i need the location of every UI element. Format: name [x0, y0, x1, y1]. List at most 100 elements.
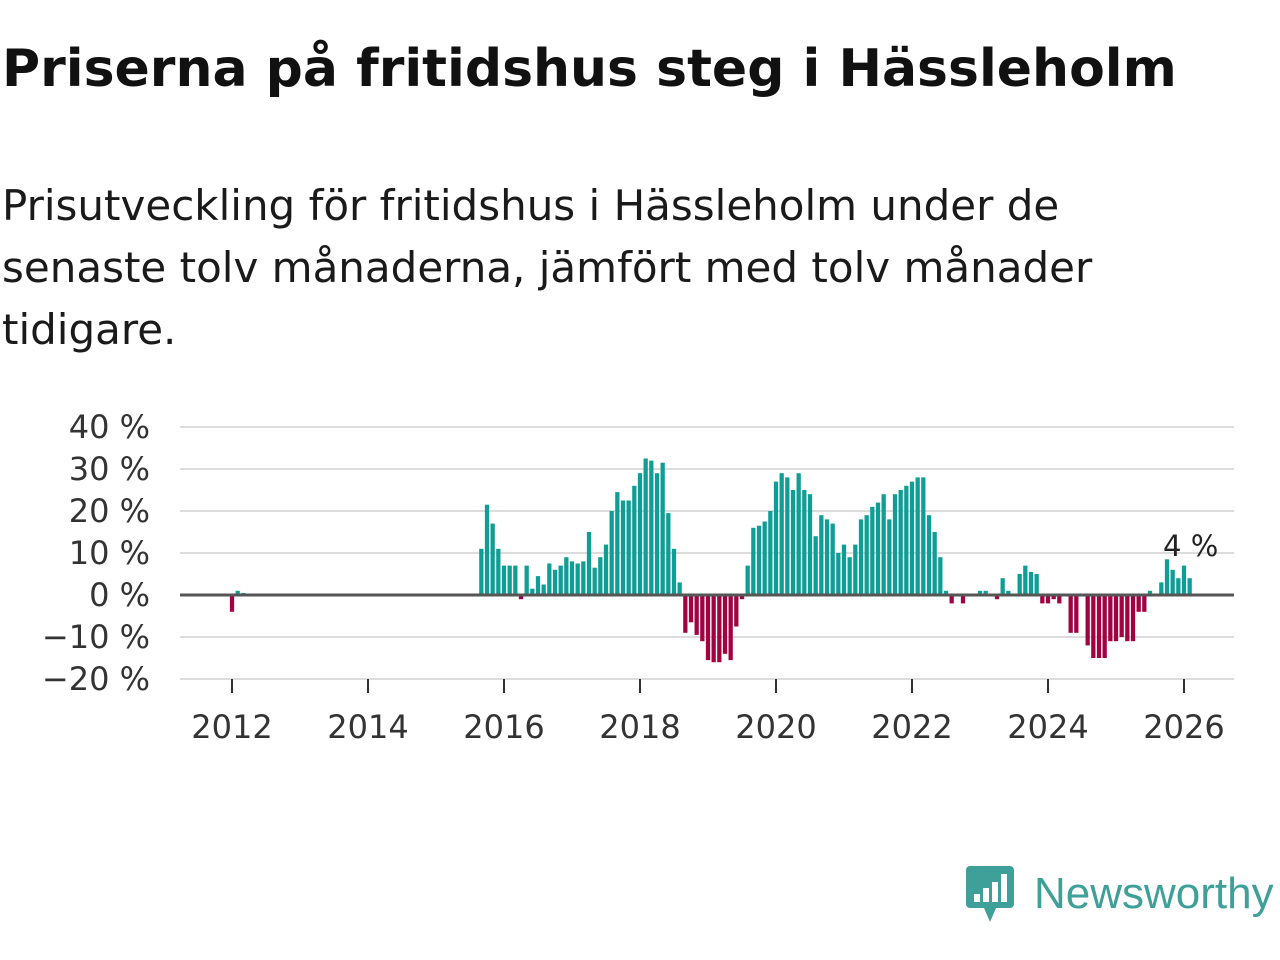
- bar: [841, 544, 847, 595]
- brand-logo: Newsworthy: [964, 864, 1274, 924]
- bar: [643, 458, 648, 595]
- bar: [887, 519, 892, 595]
- bar: [1102, 595, 1107, 658]
- bar: [1159, 582, 1164, 595]
- bar: [728, 595, 733, 661]
- bar: [683, 595, 688, 633]
- bar: [586, 532, 592, 595]
- bar: [1045, 595, 1051, 604]
- bar: [819, 515, 824, 595]
- x-tick-label: 2022: [871, 708, 952, 746]
- bar: [870, 506, 875, 595]
- bar: [756, 525, 762, 595]
- bar: [892, 494, 898, 595]
- bar: [994, 595, 1000, 600]
- bar: [1074, 595, 1079, 633]
- bar: [824, 519, 830, 595]
- x-tick-label: 2016: [463, 708, 544, 746]
- x-tick-label: 2018: [599, 708, 680, 746]
- bar: [858, 519, 864, 595]
- bar: [949, 595, 954, 604]
- bar: [751, 527, 756, 595]
- bars: [229, 458, 1192, 663]
- bar: [836, 553, 841, 595]
- bar: [575, 563, 580, 595]
- bar: [1125, 595, 1130, 642]
- bar: [1164, 559, 1170, 595]
- bar: [513, 565, 518, 595]
- bar: [694, 595, 699, 635]
- bar: [1176, 578, 1181, 595]
- bar: [1108, 595, 1113, 642]
- bar: [1119, 595, 1124, 637]
- bar: [569, 561, 575, 595]
- x-tick-label: 2024: [1007, 708, 1088, 746]
- bar: [983, 590, 988, 595]
- bar: [518, 595, 524, 600]
- bar: [739, 595, 745, 600]
- bar: [802, 490, 807, 595]
- bar: [864, 515, 869, 595]
- bar: [229, 595, 235, 612]
- bar: [796, 473, 801, 595]
- bar: [484, 504, 490, 595]
- x-tick-label: 2020: [735, 708, 816, 746]
- chart-subtitle: Prisutveckling för fritidshus i Hässleho…: [2, 181, 1093, 354]
- bar: [592, 567, 597, 595]
- bar: [1040, 595, 1045, 604]
- bar: [1017, 574, 1022, 595]
- annotations: 4 %: [1163, 529, 1218, 563]
- bar: [977, 590, 983, 595]
- bar: [1023, 565, 1028, 595]
- bar: [620, 500, 626, 595]
- bar: [932, 532, 937, 595]
- bar: [734, 595, 739, 627]
- bar: [779, 473, 784, 595]
- bar: [898, 490, 903, 595]
- bar: [1136, 595, 1141, 612]
- bar: [501, 565, 507, 595]
- bar: [1068, 595, 1073, 633]
- bar: [1006, 590, 1011, 595]
- bar: [626, 500, 631, 595]
- bar: [654, 473, 660, 595]
- y-tick-label: 0 %: [89, 576, 150, 614]
- bar: [1085, 595, 1090, 646]
- newsworthy-logo-icon: [966, 866, 1014, 922]
- bar: [1051, 595, 1056, 600]
- y-tick-label: 20 %: [69, 492, 150, 530]
- bar: [530, 588, 535, 595]
- bar: [1130, 595, 1136, 642]
- bar: [960, 595, 966, 604]
- bar: [1187, 578, 1192, 595]
- bar: [705, 595, 711, 661]
- bar: [541, 584, 546, 595]
- y-axis-labels: 40 % 30 % 20 % 10 % 0 % −10 % −20 %: [42, 408, 150, 698]
- x-axis: 2012 2014 2016 2018 2020 2022 2024 2026: [191, 679, 1225, 746]
- bar: [524, 565, 529, 595]
- bar: [660, 462, 665, 595]
- bar: [1170, 569, 1175, 595]
- y-tick-label: 40 %: [69, 408, 150, 446]
- bar: [762, 521, 767, 595]
- bar: [677, 582, 682, 595]
- bar: [609, 511, 614, 595]
- chart-title: Priserna på fritidshus steg i Hässleholm: [2, 39, 1177, 99]
- y-tick-label: −20 %: [42, 660, 150, 698]
- bar: [938, 557, 943, 595]
- bar: [666, 513, 671, 595]
- bar: [717, 595, 722, 663]
- bar: [926, 515, 932, 595]
- bar: [632, 485, 637, 595]
- bar: [564, 557, 569, 595]
- bar: [915, 477, 920, 595]
- bar: [547, 563, 552, 595]
- bar: [1096, 595, 1102, 658]
- bar: [1000, 578, 1005, 595]
- bar: [768, 511, 773, 595]
- bar: [813, 536, 818, 595]
- bar: [722, 595, 728, 654]
- bar: [711, 595, 716, 663]
- bar: [881, 494, 886, 595]
